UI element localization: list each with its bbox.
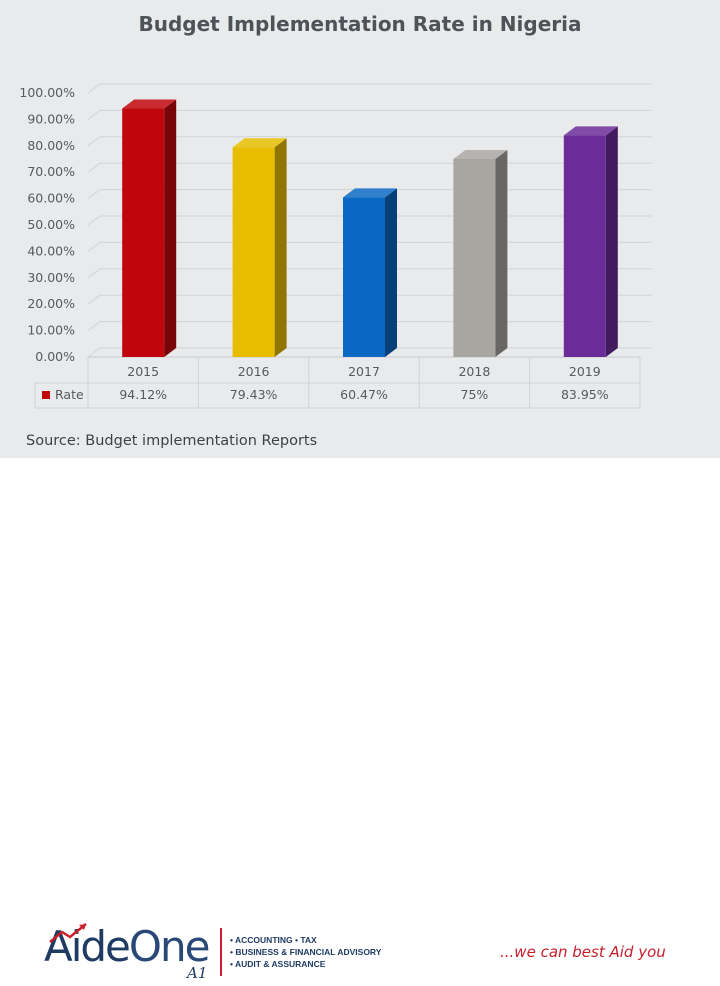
x-tick-label: 2018 [458,364,490,379]
gridline-side [87,110,101,120]
gridline-side [87,162,101,173]
bar-side [605,126,618,357]
gridline-side [87,136,101,147]
bar-side [274,138,287,357]
y-tick-label: 30.00% [27,270,75,285]
gridline-side [87,268,101,279]
x-tick-label: 2017 [348,364,380,379]
bar [453,159,496,357]
logo-mark: A1 [187,964,208,982]
bar [563,135,606,357]
bar-top [563,126,618,136]
legend-marker [42,391,50,399]
x-tick-label: 2015 [127,364,159,379]
y-tick-label: 50.00% [27,217,75,232]
gridline-side [87,83,101,94]
y-tick-label: 70.00% [27,164,75,179]
bar-top [343,188,397,198]
gridline-side [87,189,101,200]
y-tick-label: 80.00% [27,138,75,153]
footer: AideOne A1 • Accounting • Tax • Business… [0,458,720,982]
service-item: • Accounting • Tax [230,935,317,945]
service-item: • Audit & Assurance [230,959,326,969]
x-tick-label: 2019 [569,364,601,379]
y-tick-label: 10.00% [27,323,75,338]
bar-side [495,150,508,357]
y-tick-label: 100.00% [19,85,75,100]
y-tick-label: 0.00% [35,349,75,364]
data-label: 94.12% [119,387,167,402]
y-tick-label: 90.00% [27,111,75,126]
gridline-side [87,215,101,226]
logo-divider [220,928,222,976]
y-tick-label: 40.00% [27,243,75,258]
data-label: 79.43% [230,387,278,402]
data-label: 60.47% [340,387,388,402]
legend-label: Rate [55,387,84,402]
chart: Budget Implementation Rate in Nigeria 0.0… [19,12,652,409]
bar-side [164,99,177,358]
bar-side [385,188,397,357]
trend-arrow-icon [49,923,87,943]
gridline-side [87,294,101,305]
service-item: • Business & Financial Advisory [230,947,382,957]
x-tick-label: 2016 [238,364,270,379]
gridline-side [87,321,101,332]
bar-top [453,150,508,159]
bar [232,147,275,357]
tagline: ...we can best Aid you [500,943,666,961]
data-label: 83.95% [561,387,609,402]
bar [343,197,385,357]
chart-title: Budget Implementation Rate in Nigeria [138,12,581,36]
source-note: Source: Budget implementation Reports [26,433,318,449]
services-list: • Accounting • Tax • Business & Financia… [230,934,381,970]
bar-top [122,99,177,109]
bar [122,108,165,358]
gridline-side [87,347,101,358]
gridline-side [87,241,101,252]
y-tick-label: 20.00% [27,296,75,311]
y-tick-label: 60.00% [27,191,75,206]
aideone-logo: AideOne A1 [44,920,224,986]
bar-top [232,138,287,148]
data-label: 75% [461,387,489,402]
chart-panel: Budget Implementation Rate in Nigeria 0.0… [0,0,720,458]
